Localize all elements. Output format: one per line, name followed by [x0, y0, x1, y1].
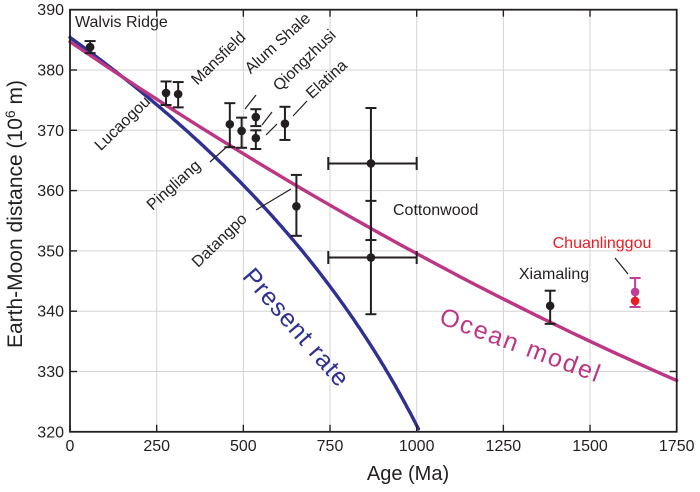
point-marker — [366, 159, 376, 168]
x-tick-label-1250: 1250 — [486, 438, 522, 455]
annotation-label-xiamaling: Xiamaling — [519, 266, 589, 283]
data-points — [84, 40, 641, 325]
y-tick-label-340: 340 — [37, 304, 64, 321]
point-marker — [251, 112, 261, 122]
annotation-chuanlinggou: Chuanlinggou — [553, 235, 652, 275]
x-tick-label-500: 500 — [230, 438, 257, 455]
leader-line — [292, 100, 308, 117]
data-point-datangpo-8 — [290, 173, 302, 237]
plot-frame — [69, 8, 678, 433]
annotation-cottonwood: Cottonwood — [393, 202, 478, 219]
leader-line-2 — [265, 123, 278, 136]
x-axis-title: Age (Ma) — [367, 463, 449, 485]
annotation-label-ocean-model: Ocean model — [436, 303, 606, 389]
point-marker — [545, 301, 555, 311]
annotation-label-chuanlinggou: Chuanlinggou — [553, 235, 652, 252]
tick-labels: 0 250 500 750 1000 1250 1500 1750 320 330 340 350 36… — [37, 2, 694, 455]
annotation-datangpo: Datangpo — [189, 188, 292, 271]
axis-ticks — [69, 8, 678, 433]
data-point-chuanlinggou-13 — [630, 296, 640, 306]
data-point-pingliang-3 — [224, 102, 236, 149]
leader-line — [614, 257, 629, 275]
annotation-label-walvis-ridge: Walvis Ridge — [75, 14, 168, 31]
x-tick-label-1750: 1750 — [659, 438, 695, 455]
point-marker — [225, 119, 235, 129]
point-marker — [630, 287, 640, 297]
curve-present-rate — [68, 35, 421, 431]
annotation-label-pingliang: Pingliang — [144, 157, 204, 214]
annotation-label-present-rate: Present rate — [237, 263, 355, 393]
data-point-qiongzhusi-6 — [250, 129, 262, 150]
annotation-present-rate: Present rate — [237, 263, 355, 393]
annotation-label-datangpo: Datangpo — [189, 210, 251, 271]
point-marker — [366, 253, 376, 262]
point-marker — [173, 89, 183, 99]
data-point-cottonwood-9 — [327, 106, 418, 242]
y-tick-label-320: 320 — [37, 424, 64, 441]
data-point-lucaogou-1 — [160, 80, 172, 106]
annotation-walvis-ridge: Walvis Ridge — [75, 14, 168, 31]
y-tick-label-360: 360 — [37, 183, 64, 200]
annotation-label-mansfield: Mansfield — [188, 29, 249, 89]
y-tick-label-380: 380 — [37, 63, 64, 80]
data-point-cottonwood-10 — [327, 199, 418, 316]
data-point-xiamaling-11 — [544, 289, 556, 325]
y-tick-label-330: 330 — [37, 364, 64, 381]
x-tick-label-250: 250 — [143, 438, 170, 455]
x-tick-label-1500: 1500 — [572, 438, 608, 455]
annotation-label-lucaogou: Lucaogou — [92, 93, 154, 154]
annotation-ocean-model: Ocean model — [436, 303, 606, 389]
data-point-walvis-ridge-0 — [84, 40, 96, 55]
y-tick-label-390: 390 — [37, 2, 64, 19]
x-tick-label-0: 0 — [66, 438, 75, 455]
axis-titles: Age (Ma) Earth-Moon distance (106 m) — [2, 80, 449, 485]
y-axis-title: Earth-Moon distance (106 m) — [2, 80, 27, 348]
x-tick-label-1000: 1000 — [399, 438, 435, 455]
axes-frame — [69, 8, 678, 433]
y-tick-label-350: 350 — [37, 243, 64, 260]
x-tick-label-750: 750 — [317, 438, 344, 455]
annotation-label-cottonwood: Cottonwood — [393, 202, 478, 219]
leader-line — [209, 147, 227, 163]
gridlines — [70, 9, 677, 432]
data-point-mansfield-2 — [172, 81, 184, 109]
annotation-lucaogou: Lucaogou — [92, 93, 154, 154]
annotation-mansfield: Mansfield — [188, 29, 249, 89]
model-curves — [68, 35, 679, 431]
curve-ocean-model — [68, 40, 679, 383]
data-point-elatina-7 — [279, 105, 291, 141]
leader-line — [255, 188, 292, 211]
data-point-alum-shale-4 — [236, 116, 248, 149]
annotation-xiamaling: Xiamaling — [519, 266, 589, 283]
point-marker — [161, 88, 171, 98]
data-point-qiongzhusi-5 — [250, 108, 262, 128]
point-marker — [251, 133, 261, 143]
leader-line — [244, 94, 257, 110]
leader-line — [261, 111, 273, 126]
point-marker — [292, 201, 301, 211]
y-tick-label-370: 370 — [37, 123, 64, 140]
point-marker — [280, 119, 290, 128]
point-marker — [630, 296, 640, 306]
point-marker — [85, 42, 95, 52]
point-marker — [237, 126, 246, 136]
